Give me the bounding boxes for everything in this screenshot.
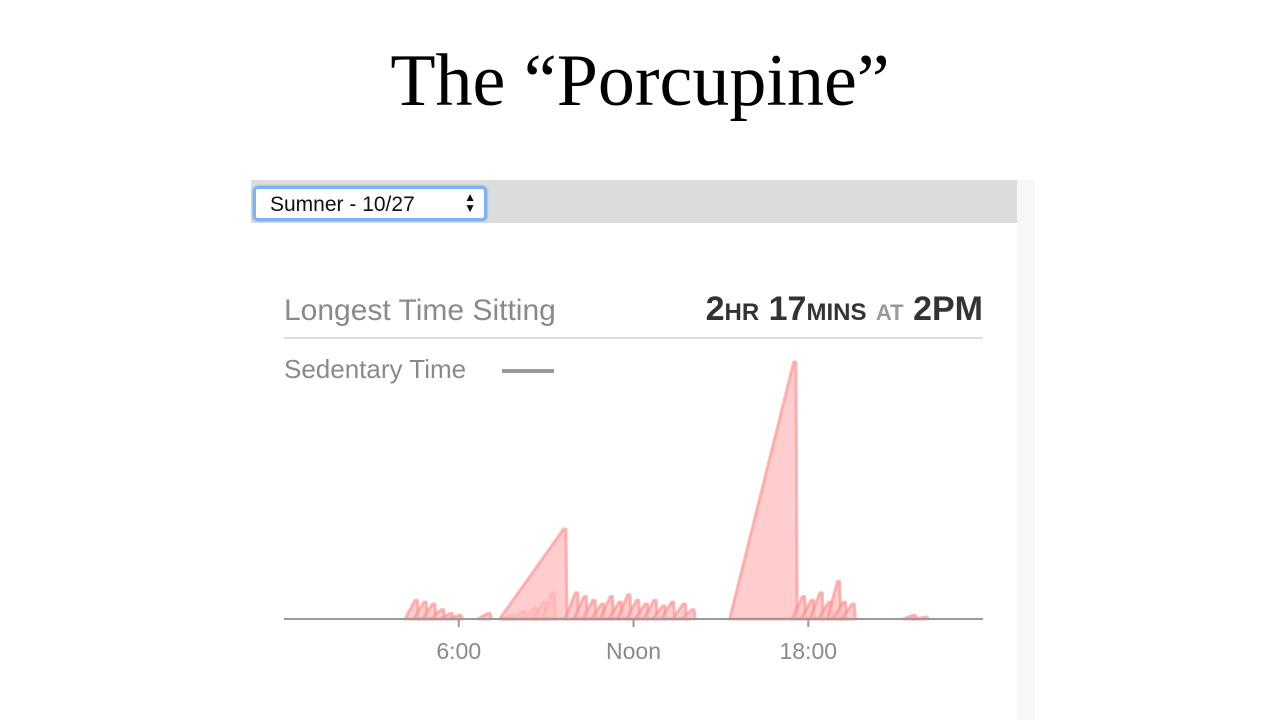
metric-value: 2HR 17MINS AT 2PM (706, 290, 983, 329)
metric-time: 2PM (913, 290, 983, 328)
metric-divider (284, 337, 983, 339)
select-arrows-icon: ▲ ▼ (464, 190, 476, 215)
x-tick-label-2: 18:00 (779, 638, 837, 664)
spike-layer (403, 360, 930, 621)
legend-line-swatch (502, 369, 554, 373)
x-tick-label-1: Noon (606, 638, 661, 664)
sedentary-spike-27 (728, 360, 799, 621)
metric-hours: 2 (705, 290, 725, 328)
legend-label: Sedentary Time (284, 354, 467, 384)
sedentary-spike-12 (498, 527, 569, 621)
chart-panel (251, 180, 1035, 720)
person-date-select[interactable]: Sumner - 10/27 ▲ ▼ (253, 186, 487, 221)
panel-scroll-strip (1017, 180, 1035, 720)
metric-label: Longest Time Sitting (284, 294, 556, 327)
metric-hours-unit: HR (724, 299, 760, 326)
x-tick-label-0: 6:00 (436, 638, 481, 664)
x-tick-layer: 6:00 Noon 18:00 (436, 619, 837, 664)
person-date-select-label: Sumner - 10/27 (270, 193, 415, 216)
metric-minutes: 17 (768, 290, 807, 328)
slide-title: The “Porcupine” (390, 40, 890, 122)
metric-minutes-unit: MINS (806, 299, 867, 326)
metric-at-label: AT (875, 300, 904, 325)
